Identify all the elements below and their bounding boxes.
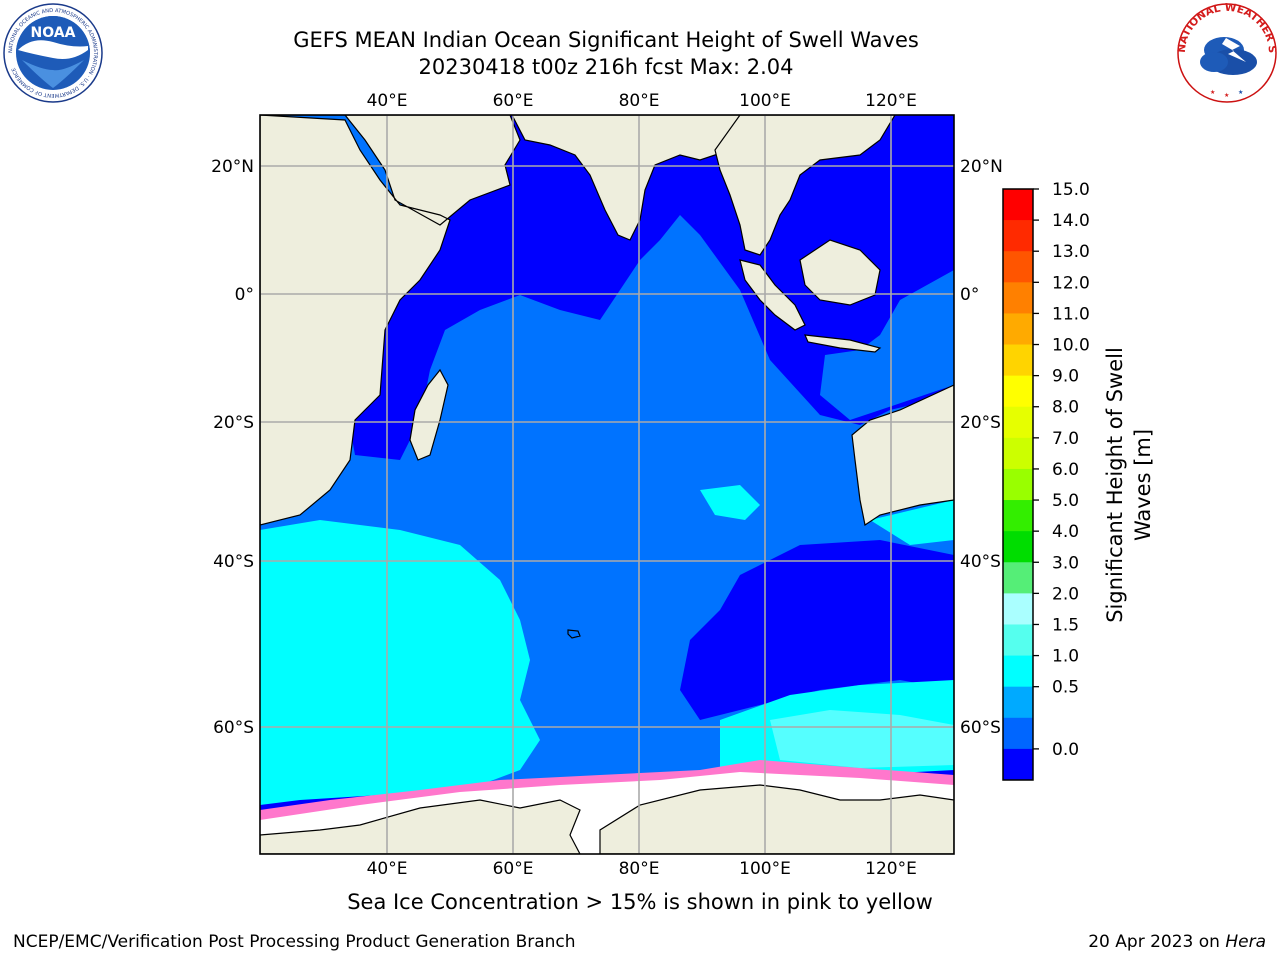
colorbar-label-line1: Significant Height of Swell [1103, 347, 1127, 623]
colorbar-segment [1003, 375, 1033, 408]
land-indochina [714, 115, 896, 256]
lon-tick-top: 120°E [865, 91, 917, 111]
colorbar-tick-label: 14.0 [1052, 211, 1090, 231]
footer-credit: NCEP/EMC/Verification Post Processing Pr… [13, 932, 576, 952]
land-kerguelen [567, 629, 581, 639]
colorbar-segment [1003, 437, 1033, 470]
colorbar-segment [1003, 624, 1033, 657]
colorbar-tick-label: 8.0 [1052, 398, 1079, 418]
swell-cyan-southwest [260, 520, 540, 805]
land-india [511, 115, 741, 241]
footer-date-text: 20 Apr 2023 on [1088, 932, 1226, 952]
chart-title: GEFS MEAN Indian Ocean Significant Heigh… [293, 28, 919, 52]
lat-tick-right: 20°N [960, 157, 1003, 177]
swell-dark-north [345, 115, 954, 460]
colorbar-tick-label: 6.0 [1052, 460, 1079, 480]
chart-subtitle: 20230418 t00z 216h fcst Max: 2.04 [418, 55, 794, 79]
colorbar-tick-label: 7.0 [1052, 429, 1079, 449]
land-borneo [799, 239, 881, 306]
colorbar-segment [1003, 189, 1033, 221]
map-frame [259, 114, 955, 855]
lon-tick-bottom: 40°E [367, 859, 408, 879]
colorbar-tick-label: 3.0 [1052, 553, 1079, 573]
svg-text:★: ★ [1210, 89, 1215, 96]
land-madagascar [409, 368, 449, 461]
lon-tick-top: 60°E [493, 91, 534, 111]
nws-logo: NATIONAL WEATHER SERVICE ★ ★ ★ [1172, 0, 1278, 108]
colorbar-segment [1003, 531, 1033, 563]
lat-tick-left: 40°S [213, 552, 254, 572]
colorbar-segment [1003, 468, 1033, 501]
colorbar-tick-label: 0.5 [1052, 678, 1079, 698]
colorbar-tick-label: 5.0 [1052, 491, 1079, 511]
lon-tick-top: 40°E [367, 91, 408, 111]
colorbar-ticks: 15.0 14.0 13.0 12.0 11.0 10.0 9.0 8.0 7.0 6.0 5.0 4… [1033, 180, 1090, 760]
lon-tick-bottom: 120°E [865, 859, 917, 879]
colorbar-segment [1003, 500, 1033, 532]
colorbar-segment [1003, 220, 1033, 252]
colorbar-segment [1003, 406, 1033, 439]
land-sumatra [739, 259, 806, 331]
lat-tick-left: 60°S [213, 718, 254, 738]
noaa-logo: NOAA NATIONAL OCEANIC AND ATMOSPHERIC AD… [2, 2, 104, 108]
lat-tick-right: 0° [960, 285, 979, 305]
colorbar-segment [1003, 313, 1033, 346]
colorbar-tick-label: 12.0 [1052, 273, 1090, 293]
lat-tick-left: 20°N [211, 157, 254, 177]
svg-text:★: ★ [1224, 92, 1229, 99]
colorbar-segment [1003, 562, 1033, 594]
colorbar-segment [1003, 251, 1033, 283]
lat-tick-left: 0° [235, 285, 254, 305]
colorbar-segment [1003, 282, 1033, 314]
sea-ice-caption: Sea Ice Concentration > 15% is shown in … [347, 890, 933, 914]
land-antarctica [260, 784, 954, 854]
colorbar-segment [1003, 593, 1033, 625]
lon-tick-top: 100°E [739, 91, 791, 111]
land-australia [851, 384, 954, 526]
lat-tick-right: 20°S [960, 413, 1001, 433]
land-java [804, 334, 882, 353]
colorbar-tick-label: 13.0 [1052, 242, 1090, 262]
noaa-logo-text: NOAA [31, 25, 76, 41]
colorbar-frame [1002, 188, 1034, 781]
swell-cyan-patch-east [870, 500, 954, 545]
footer-host: Hera [1225, 932, 1266, 952]
colorbar-label-line2: Waves [m] [1131, 429, 1155, 541]
colorbar-segment [1003, 748, 1033, 781]
lon-tick-bottom: 60°E [493, 859, 534, 879]
lon-tick-bottom: 100°E [739, 859, 791, 879]
colorbar-tick-label: 9.0 [1052, 367, 1079, 387]
lon-tick-top: 80°E [619, 91, 660, 111]
colorbar-tick-label: 1.5 [1052, 615, 1079, 635]
colorbar [1002, 188, 1034, 781]
lat-tick-right: 60°S [960, 718, 1001, 738]
svg-text:★: ★ [1238, 89, 1243, 96]
swell-lightcyan-southeast [770, 710, 954, 768]
lat-tick-right: 40°S [960, 552, 1001, 572]
gridlines [260, 115, 954, 854]
colorbar-tick-label: 15.0 [1052, 180, 1090, 200]
colorbar-tick-label: 0.0 [1052, 740, 1079, 760]
lat-tick-left: 20°S [213, 413, 254, 433]
colorbar-tick-label: 2.0 [1052, 584, 1079, 604]
colorbar-tick-label: 1.0 [1052, 647, 1079, 667]
colorbar-segment [1003, 655, 1033, 688]
swell-dark-southeast [680, 540, 954, 720]
colorbar-segment [1003, 686, 1033, 719]
lon-tick-bottom: 80°E [619, 859, 660, 879]
footer-date: 20 Apr 2023 on Hera [1088, 932, 1266, 952]
colorbar-tick-label: 11.0 [1052, 304, 1090, 324]
colorbar-tick-label: 10.0 [1052, 336, 1090, 356]
colorbar-tick-label: 4.0 [1052, 522, 1079, 542]
swell-cyan-patch-mid [700, 485, 760, 520]
colorbar-segment [1003, 344, 1033, 377]
colorbar-segment [1003, 717, 1033, 750]
